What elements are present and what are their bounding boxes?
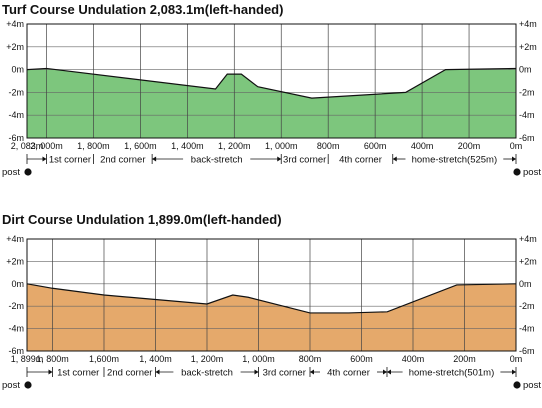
segment-label: 3rd corner — [263, 368, 306, 379]
x-tick-label: 200m — [453, 354, 476, 364]
segment-label: 1st corner — [57, 368, 99, 379]
y-tick-label-left: +4m — [6, 234, 24, 244]
segment-arrow-head — [382, 369, 387, 375]
start-post-label: post — [2, 167, 20, 178]
y-tick-label-right: +2m — [519, 256, 537, 266]
segment-arrow-head — [392, 156, 397, 162]
x-tick-label: 200m — [458, 141, 481, 151]
turf-chart-title: Turf Course Undulation 2,083.1m(left-han… — [2, 2, 284, 17]
x-tick-label: 1, 200m — [218, 141, 251, 151]
y-tick-label-right: -6m — [519, 346, 535, 356]
segment-label: 2nd corner — [100, 155, 145, 166]
end-post-label: post — [523, 167, 541, 178]
plot-frame — [26, 238, 517, 352]
segment-label: back-stretch — [181, 368, 233, 379]
x-tick-label: 800m — [317, 141, 340, 151]
y-tick-label-left: -4m — [9, 110, 25, 120]
undulation-line — [26, 283, 517, 314]
segment-arrow-head — [152, 156, 157, 162]
x-tick-label: 1, 000m — [265, 141, 298, 151]
x-tick-label: 600m — [350, 354, 373, 364]
plot-frame — [26, 23, 517, 139]
undulation-line — [26, 67, 517, 99]
end-post-label: post — [523, 380, 541, 391]
x-tick-label: 1, 200m — [191, 354, 224, 364]
x-tick-label: 2, 083m — [11, 141, 44, 151]
y-tick-label-left: +2m — [6, 256, 24, 266]
x-tick-label: 1, 000m — [242, 354, 275, 364]
segment-arrow-head — [277, 156, 282, 162]
segment-label: 4th corner — [327, 368, 370, 379]
segment-arrow-head — [155, 369, 160, 375]
segment-arrow-head — [512, 369, 516, 375]
segment-label: 3rd corner — [283, 155, 326, 166]
y-tick-label-left: -2m — [9, 301, 25, 311]
x-tick-label: 0m — [510, 354, 523, 364]
y-tick-label-left: +4m — [6, 19, 24, 29]
segment-label: 2nd corner — [107, 368, 152, 379]
y-tick-label-left: +2m — [6, 42, 24, 52]
y-tick-label-right: -6m — [519, 133, 535, 143]
start-arrow-head — [48, 369, 53, 375]
y-tick-label-left: -2m — [9, 87, 25, 97]
x-tick-label: 1, 800m — [36, 354, 69, 364]
y-tick-label-right: -2m — [519, 87, 535, 97]
y-tick-label-left: 0m — [11, 279, 24, 289]
x-tick-label: 400m — [402, 354, 425, 364]
start-post-marker — [24, 381, 32, 389]
dirt-chart-title: Dirt Course Undulation 1,899.0m(left-han… — [2, 212, 282, 227]
segment-label: back-stretch — [191, 155, 243, 166]
y-tick-label-right: -2m — [519, 301, 535, 311]
y-tick-label-right: +4m — [519, 234, 537, 244]
segment-label: 4th corner — [339, 155, 382, 166]
end-post-marker — [513, 168, 521, 176]
x-tick-label: 2, 000m — [30, 141, 63, 151]
start-post-label: post — [2, 380, 20, 391]
y-tick-label-right: 0m — [519, 279, 532, 289]
start-post-marker — [24, 168, 32, 176]
x-tick-label: 800m — [299, 354, 322, 364]
y-tick-label-right: -4m — [519, 324, 535, 334]
x-tick-label: 400m — [411, 141, 434, 151]
x-tick-label: 1, 800m — [77, 141, 110, 151]
y-tick-label-right: +4m — [519, 19, 537, 29]
y-tick-label-left: 0m — [11, 65, 24, 75]
x-tick-label: 0m — [510, 141, 523, 151]
y-tick-label-right: +2m — [519, 42, 537, 52]
end-post-marker — [513, 381, 521, 389]
y-tick-label-left: -6m — [9, 346, 25, 356]
y-tick-label-right: -4m — [519, 110, 535, 120]
segment-arrow-head — [254, 369, 259, 375]
segment-label: home-stretch(501m) — [409, 368, 495, 379]
segment-arrow-head — [309, 369, 314, 375]
undulation-area — [27, 68, 516, 138]
y-tick-label-left: -6m — [9, 133, 25, 143]
x-tick-label: 1, 400m — [139, 354, 172, 364]
segment-arrow-head — [512, 156, 516, 162]
segment-label: 1st corner — [49, 155, 91, 166]
x-tick-label: 1, 400m — [171, 141, 204, 151]
x-tick-label: 1, 899m — [11, 354, 44, 364]
segment-label: home-stretch(525m) — [412, 155, 498, 166]
segment-arrow-head — [386, 369, 391, 375]
x-tick-label: 1,600m — [89, 354, 119, 364]
start-arrow-head — [42, 156, 47, 162]
undulation-area — [27, 283, 516, 351]
x-tick-label: 1, 600m — [124, 141, 157, 151]
y-tick-label-left: -4m — [9, 324, 25, 334]
x-tick-label: 600m — [364, 141, 387, 151]
y-tick-label-right: 0m — [519, 65, 532, 75]
